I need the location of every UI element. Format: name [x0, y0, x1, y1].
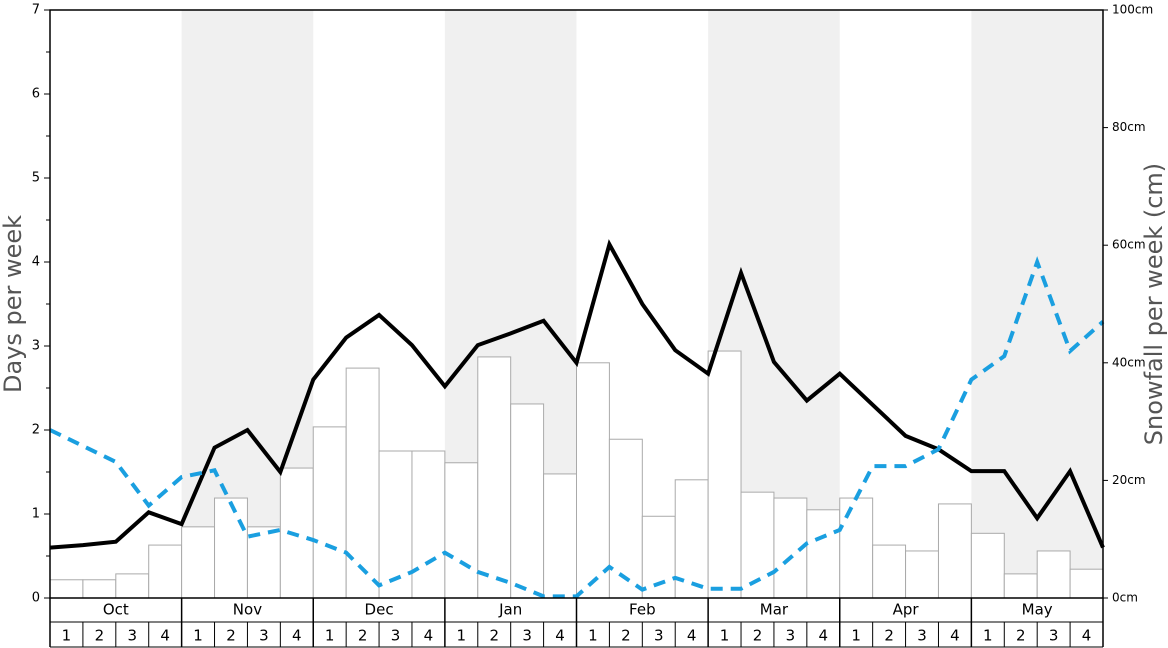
bar [115, 573, 150, 599]
week-label: 3 [391, 627, 401, 645]
month-label: May [1022, 601, 1053, 619]
y-axis-title: Days per week [0, 215, 27, 393]
week-label: 4 [160, 627, 170, 645]
y2-tick-label: 60cm [1112, 238, 1146, 252]
y-tick-label: 3 [32, 339, 40, 354]
month-label: Jan [498, 601, 522, 619]
week-label: 2 [1016, 627, 1026, 645]
bar [312, 426, 347, 599]
week-label: 3 [127, 627, 137, 645]
bar [576, 362, 610, 599]
month-label: Mar [760, 601, 789, 619]
month-shade [971, 10, 1103, 598]
y2-tick-label: 40cm [1112, 355, 1146, 369]
week-label: 1 [62, 627, 72, 645]
y-tick-label: 0 [32, 591, 40, 606]
week-label: 4 [1082, 627, 1092, 645]
week-label: 3 [1049, 627, 1059, 645]
week-label: 2 [753, 627, 763, 645]
week-label: 4 [292, 627, 302, 645]
y-tick-label: 1 [32, 507, 40, 522]
bar [411, 450, 446, 599]
month-label: Dec [365, 601, 394, 619]
bar [444, 462, 479, 599]
bar [1069, 568, 1104, 599]
y-tick-label: 5 [32, 171, 40, 186]
bar [608, 438, 643, 599]
bar [872, 544, 907, 599]
bar [214, 497, 248, 599]
week-label: 3 [654, 627, 664, 645]
week-label: 2 [884, 627, 894, 645]
y2-tick-label: 20cm [1112, 473, 1146, 487]
y-tick-label: 4 [32, 255, 40, 270]
week-label: 2 [358, 627, 368, 645]
week-label: 4 [950, 627, 960, 645]
bar [148, 544, 183, 599]
bar [905, 550, 939, 599]
y-tick-label: 2 [32, 423, 40, 438]
y-tick-label: 7 [32, 3, 40, 18]
y2-tick-label: 80cm [1112, 120, 1146, 134]
bar [510, 403, 545, 599]
bar [82, 579, 117, 599]
week-label: 2 [95, 627, 105, 645]
bar [707, 350, 742, 599]
y2-tick-label: 0cm [1112, 591, 1138, 605]
week-label: 2 [621, 627, 631, 645]
week-label: 3 [522, 627, 532, 645]
bar [1003, 573, 1038, 599]
bar [181, 526, 216, 599]
y2-axis-title: Snowfall per week (cm) [1140, 163, 1168, 445]
week-label: 2 [226, 627, 236, 645]
week-label: 1 [983, 627, 993, 645]
bar [839, 497, 874, 599]
week-label: 1 [851, 627, 861, 645]
bar [806, 509, 841, 599]
week-label: 3 [786, 627, 796, 645]
week-label: 1 [325, 627, 335, 645]
week-label: 1 [193, 627, 203, 645]
week-label: 2 [489, 627, 499, 645]
week-label: 1 [588, 627, 598, 645]
bar [477, 356, 512, 599]
week-label: 4 [687, 627, 697, 645]
week-label: 3 [259, 627, 269, 645]
week-label: 3 [917, 627, 927, 645]
week-label: 1 [457, 627, 467, 645]
bar [543, 473, 577, 599]
bar [345, 367, 380, 599]
month-label: Apr [893, 601, 920, 619]
y2-tick-label: 100cm [1112, 3, 1153, 17]
y-tick-label: 6 [32, 87, 40, 102]
bar [378, 450, 413, 599]
bar [970, 532, 1005, 599]
week-label: 1 [720, 627, 730, 645]
bar [1036, 550, 1071, 599]
week-label: 4 [555, 627, 565, 645]
line-series [49, 256, 1105, 599]
month-label: Feb [629, 601, 656, 619]
week-label: 4 [819, 627, 829, 645]
month-label: Oct [103, 601, 129, 619]
bar [937, 503, 972, 599]
month-label: Nov [233, 601, 262, 619]
line-series [49, 239, 1105, 550]
week-label: 4 [424, 627, 434, 645]
bar [49, 579, 84, 599]
